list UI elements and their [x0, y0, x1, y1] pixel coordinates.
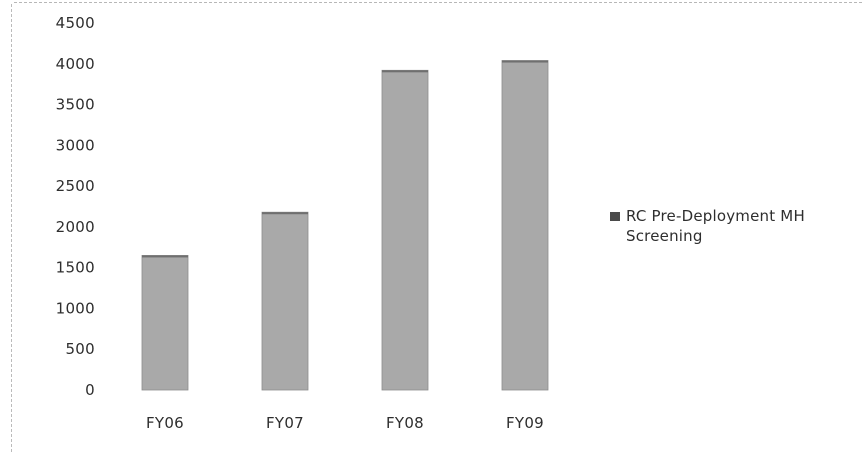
top-border-line — [14, 2, 862, 4]
y-tick-label: 4500 — [56, 14, 95, 32]
y-tick-label: 3500 — [56, 96, 95, 114]
bar-top-edge — [382, 70, 428, 73]
y-tick-label: 3000 — [56, 136, 95, 154]
legend-label-line2: Screening — [626, 227, 703, 245]
bar-top-edge — [502, 60, 548, 63]
x-tick-label: FY08 — [386, 414, 424, 432]
y-tick-label: 4000 — [56, 55, 95, 73]
bar-fy06 — [141, 255, 189, 391]
bars-group — [141, 60, 549, 391]
bar-fy09 — [501, 60, 549, 391]
x-tick-label: FY06 — [146, 414, 184, 432]
y-tick-label: 2500 — [56, 177, 95, 195]
y-tick-label: 1500 — [56, 259, 95, 277]
x-tick-label: FY07 — [266, 414, 304, 432]
legend-label-line1: RC Pre-Deployment MH — [626, 207, 805, 225]
y-tick-label: 2000 — [56, 218, 95, 236]
bar-top-edge — [262, 212, 308, 215]
legend-label: RC Pre-Deployment MH Screening — [626, 206, 805, 246]
bar-fy08 — [381, 69, 429, 391]
left-border-line — [11, 4, 13, 452]
y-tick-label: 500 — [65, 340, 95, 358]
bar-top-edge — [142, 255, 188, 258]
bar-fy07 — [261, 211, 309, 391]
y-tick-label: 1000 — [56, 299, 95, 317]
legend-swatch — [610, 212, 620, 221]
x-axis-ticks: FY06 FY07 FY08 FY09 — [146, 414, 544, 432]
x-tick-label: FY09 — [506, 414, 544, 432]
legend: RC Pre-Deployment MH Screening — [610, 206, 864, 266]
y-axis-ticks: 0 500 1000 1500 2000 2500 3000 3500 4000 4500 — [56, 14, 95, 399]
y-tick-label: 0 — [85, 381, 95, 399]
